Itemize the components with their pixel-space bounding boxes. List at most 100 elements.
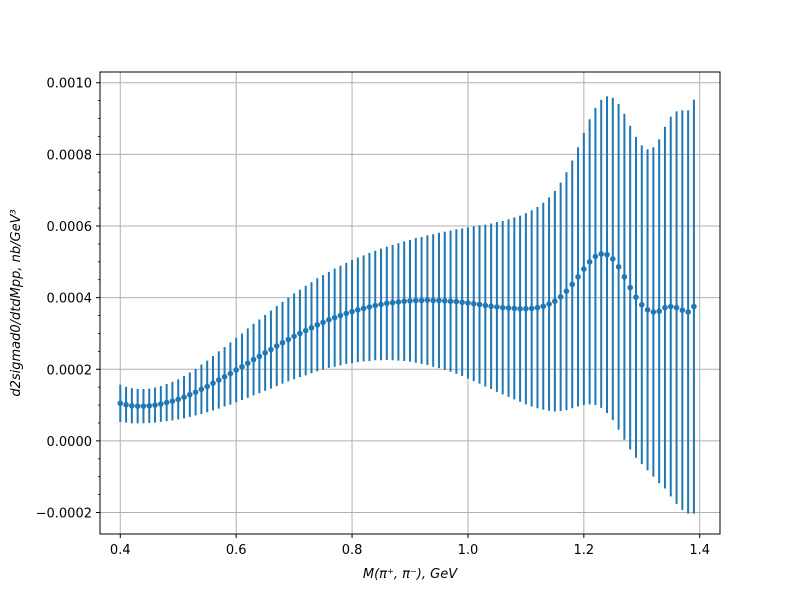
y-tick-label: 0.0010	[47, 77, 93, 92]
y-tick-label: 0.0000	[47, 435, 93, 450]
data-point	[314, 322, 321, 328]
data-point	[459, 299, 465, 306]
x-axis-label: M(π⁺, π⁻), GeV	[363, 567, 458, 582]
data-point	[407, 298, 413, 304]
data-point	[621, 274, 628, 280]
data-point	[482, 302, 489, 309]
data-point	[656, 308, 662, 315]
y-tick-label: 0.0004	[47, 292, 93, 307]
data-point	[569, 281, 576, 288]
data-point	[134, 403, 141, 409]
data-point	[540, 303, 547, 310]
data-point	[129, 402, 135, 409]
data-point	[412, 297, 419, 304]
x-axis-ticks: 0.4 0.6 0.8 1.0 1.2 1.4	[110, 534, 710, 558]
data-point	[592, 253, 599, 260]
data-point	[476, 301, 483, 308]
data-point	[523, 305, 529, 312]
y-axis-label: d2sigmad0/dtdMpp, nb/GeV³	[9, 209, 24, 396]
data-point	[117, 400, 124, 407]
data-point	[633, 294, 639, 301]
data-point	[123, 401, 129, 408]
data-point	[650, 309, 657, 315]
data-point	[140, 403, 147, 409]
data-point	[337, 312, 344, 319]
data-point	[366, 304, 373, 310]
data-point	[494, 304, 500, 310]
data-point	[187, 391, 193, 398]
y-tick-label: 0.0008	[47, 148, 93, 163]
data-point	[291, 333, 297, 340]
data-point	[244, 360, 251, 366]
plot-frame	[99, 71, 721, 535]
data-point	[586, 259, 593, 265]
data-point	[534, 304, 541, 311]
data-point	[511, 305, 518, 312]
data-point	[169, 398, 176, 404]
x-tick-label: 0.6	[226, 543, 247, 558]
data-point	[598, 251, 605, 257]
data-point	[320, 319, 326, 326]
data-point	[256, 353, 263, 360]
data-point	[146, 402, 153, 409]
data-point	[546, 301, 552, 307]
data-point	[557, 294, 564, 300]
data-points	[117, 251, 697, 409]
data-point	[563, 288, 570, 294]
data-point	[552, 298, 558, 305]
x-tick-label: 1.2	[573, 543, 594, 558]
data-point	[441, 298, 448, 304]
data-point	[395, 299, 402, 305]
x-tick-label: 0.8	[342, 543, 363, 558]
data-point	[667, 303, 674, 310]
data-point	[424, 297, 431, 303]
data-point	[175, 396, 182, 403]
data-point	[326, 317, 332, 323]
data-point	[604, 251, 610, 258]
data-point	[343, 310, 350, 317]
data-point	[360, 305, 367, 312]
data-point	[447, 298, 454, 305]
data-point	[638, 301, 645, 308]
data-point	[285, 336, 292, 343]
data-point	[331, 314, 338, 321]
data-point	[581, 266, 587, 272]
data-point	[505, 305, 512, 311]
data-point	[384, 300, 390, 307]
data-point	[691, 303, 697, 310]
data-point	[644, 307, 651, 313]
data-point	[302, 327, 309, 334]
data-point	[163, 399, 170, 406]
x-tick-label: 0.4	[110, 543, 131, 558]
data-point	[679, 307, 686, 313]
y-tick-label: 0.0002	[47, 363, 93, 378]
data-point	[465, 300, 471, 306]
data-point	[279, 339, 286, 346]
y-tick-label: −0.0002	[36, 507, 92, 522]
data-point	[308, 324, 315, 331]
data-point	[575, 274, 581, 280]
data-point	[227, 370, 234, 377]
data-point	[239, 363, 245, 370]
data-point	[204, 383, 210, 390]
x-tick-label: 1.0	[458, 543, 479, 558]
data-point	[610, 256, 616, 262]
data-point	[517, 305, 523, 312]
data-point	[210, 380, 216, 387]
data-point	[181, 394, 187, 400]
data-point	[262, 349, 268, 356]
data-point	[389, 299, 396, 306]
data-point	[662, 304, 668, 311]
data-point	[198, 386, 205, 393]
data-point	[499, 304, 506, 311]
data-point	[627, 284, 633, 291]
data-point	[401, 298, 408, 305]
data-point	[418, 297, 425, 304]
data-point	[470, 300, 477, 307]
data-point	[528, 305, 535, 312]
data-point	[221, 373, 228, 380]
data-point	[685, 309, 691, 315]
data-point	[378, 301, 384, 308]
data-point	[158, 401, 164, 407]
